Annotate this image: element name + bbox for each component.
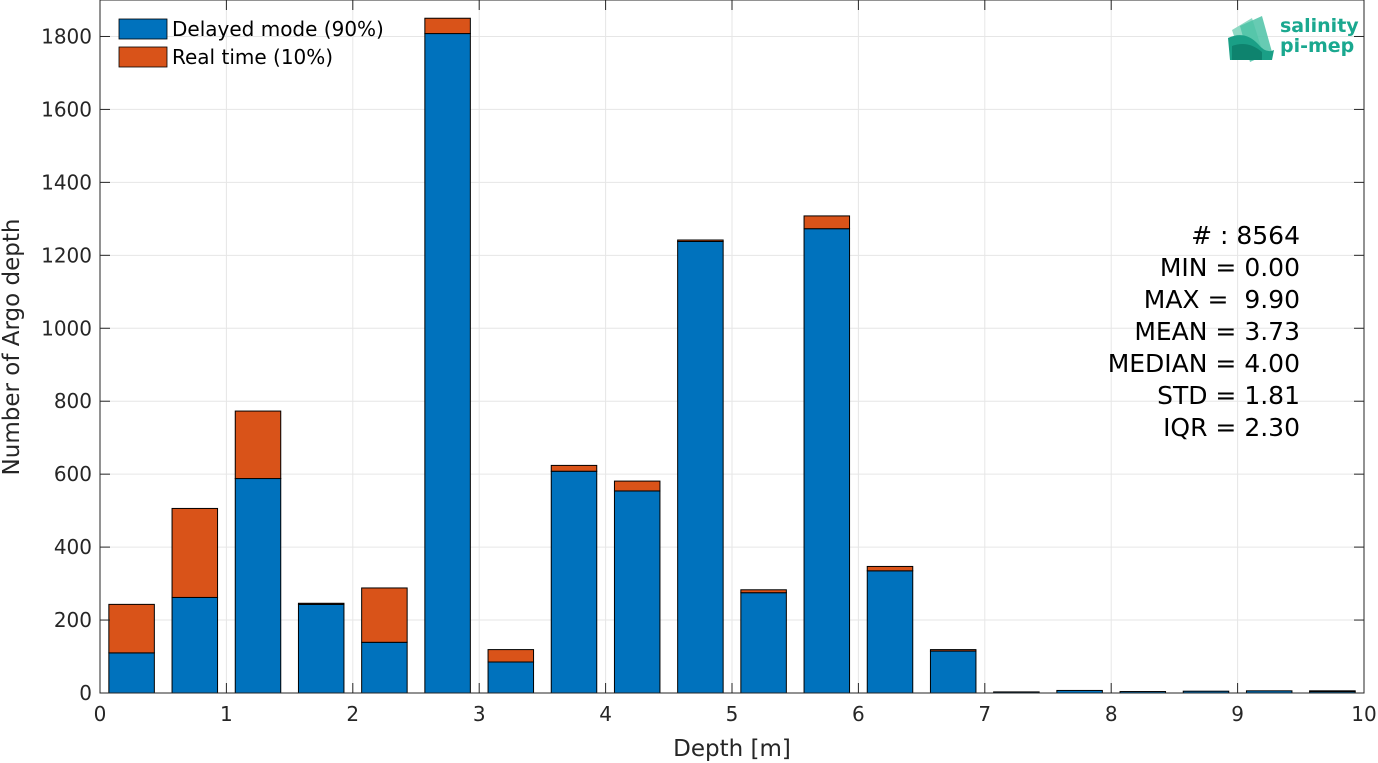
- bar-real-time: [803, 215, 851, 230]
- y-tick-label: 0: [79, 681, 92, 705]
- bar-real-time: [740, 589, 787, 594]
- bar-delayed-mode: [171, 596, 219, 694]
- x-axis-title: Depth [m]: [673, 736, 791, 762]
- x-tick-label: 0: [94, 702, 107, 726]
- bar-delayed-mode: [234, 478, 282, 694]
- y-tick-label: 1600: [41, 97, 92, 121]
- legend-swatch-realtime: [118, 46, 168, 68]
- bar-delayed-mode: [487, 661, 535, 694]
- x-tick-label: 7: [978, 702, 991, 726]
- legend-label-realtime: Real time (10%): [172, 45, 333, 69]
- x-tick-label: 5: [726, 702, 739, 726]
- grid-lines: [100, 0, 1364, 693]
- y-tick-label: 1800: [41, 24, 92, 48]
- bar-real-time: [171, 507, 219, 598]
- bar-real-time: [361, 587, 408, 643]
- stat-std: STD = 1.81: [1157, 381, 1300, 410]
- bar-real-time: [487, 649, 535, 663]
- bar-delayed-mode: [677, 240, 724, 694]
- bar-delayed-mode: [866, 570, 914, 694]
- y-tick-label: 1400: [41, 170, 92, 194]
- bar-real-time: [108, 603, 155, 654]
- bar-real-time: [866, 565, 914, 572]
- x-tick-label: 1: [220, 702, 233, 726]
- stat-median: MEDIAN = 4.00: [1108, 349, 1300, 378]
- x-tick-label: 8: [1105, 702, 1118, 726]
- bar-real-time: [234, 410, 282, 480]
- bar-delayed-mode: [803, 228, 851, 694]
- axis-ticks: 0 1 2 3 4 5 6 7 8 9 10 0 200 400 600 800 1000 1200 1400 160…: [41, 0, 1377, 726]
- bar-delayed-mode: [424, 33, 471, 694]
- logo-text-salinity: salinity: [1280, 15, 1359, 37]
- bar-real-time: [1309, 690, 1356, 693]
- bar-real-time: [677, 239, 724, 242]
- logo-text-pi-mep: pi-mep: [1280, 35, 1354, 57]
- bar-real-time: [613, 480, 661, 492]
- x-tick-label: 3: [473, 702, 486, 726]
- x-tick-label: 9: [1231, 702, 1244, 726]
- bar-real-time: [297, 602, 345, 605]
- x-tick-label: 6: [852, 702, 865, 726]
- y-tick-label: 200: [54, 608, 92, 632]
- wave-logo-icon: [1228, 16, 1274, 62]
- legend-swatch-delayed: [118, 18, 168, 40]
- stat-mean: MEAN = 3.73: [1134, 317, 1300, 346]
- bar-delayed-mode: [361, 641, 408, 694]
- bars: [108, 17, 1356, 694]
- bar-real-time: [550, 464, 598, 472]
- stat-iqr: IQR = 2.30: [1163, 413, 1300, 442]
- salinity-pi-mep-logo: salinity pi-mep: [1228, 15, 1359, 62]
- y-tick-label: 800: [54, 389, 92, 413]
- stat-max: MAX = 9.90: [1144, 285, 1300, 314]
- x-tick-label: 10: [1351, 702, 1376, 726]
- bar-delayed-mode: [929, 650, 977, 694]
- bar-delayed-mode: [740, 592, 787, 694]
- bar-real-time: [929, 649, 977, 652]
- x-tick-label: 4: [599, 702, 612, 726]
- legend-label-delayed: Delayed mode (90%): [172, 17, 384, 41]
- bar-delayed-mode: [297, 603, 345, 694]
- bar-delayed-mode: [108, 652, 155, 694]
- x-tick-label: 2: [346, 702, 359, 726]
- legend: Delayed mode (90%) Real time (10%): [118, 17, 384, 69]
- y-tick-label: 400: [54, 535, 92, 559]
- bar-delayed-mode: [613, 490, 661, 694]
- statistics-text: # : 8564 MIN = 0.00 MAX = 9.90 MEAN = 3.…: [1108, 221, 1300, 442]
- y-tick-label: 1000: [41, 316, 92, 340]
- bar-real-time: [424, 17, 471, 35]
- y-tick-label: 600: [54, 462, 92, 486]
- stat-min: MIN = 0.00: [1160, 253, 1300, 282]
- stat-count: # : 8564: [1191, 221, 1300, 250]
- y-axis-title: Number of Argo depth: [0, 219, 25, 476]
- bar-delayed-mode: [550, 470, 598, 694]
- y-tick-label: 1200: [41, 243, 92, 267]
